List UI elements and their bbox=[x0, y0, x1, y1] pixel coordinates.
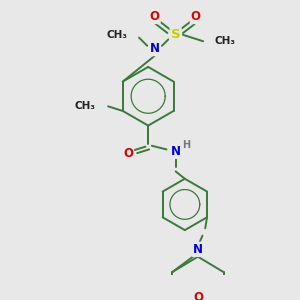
Text: N: N bbox=[193, 243, 203, 256]
Text: O: O bbox=[123, 147, 133, 160]
Text: O: O bbox=[150, 10, 160, 23]
Text: N: N bbox=[171, 145, 181, 158]
Text: H: H bbox=[183, 140, 191, 150]
Text: S: S bbox=[171, 28, 181, 41]
Text: CH₃: CH₃ bbox=[107, 30, 128, 40]
Text: O: O bbox=[193, 290, 203, 300]
Text: CH₃: CH₃ bbox=[214, 36, 235, 46]
Text: O: O bbox=[191, 10, 201, 23]
Text: CH₃: CH₃ bbox=[74, 101, 95, 111]
Text: N: N bbox=[150, 42, 160, 55]
